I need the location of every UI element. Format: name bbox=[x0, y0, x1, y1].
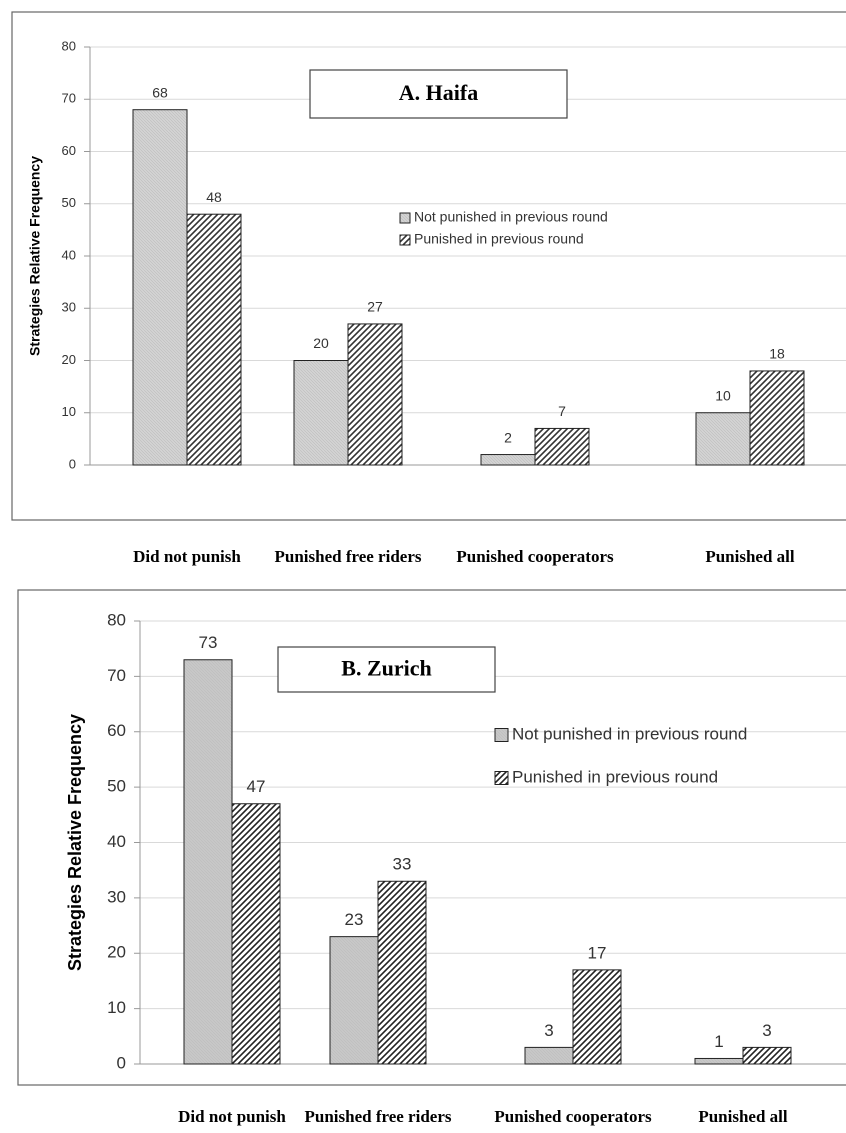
title-box bbox=[277, 646, 496, 693]
value-label: 48 bbox=[206, 189, 222, 205]
bar bbox=[186, 213, 242, 466]
value-label: 7 bbox=[558, 403, 566, 419]
y-tick-label: 40 bbox=[62, 247, 76, 262]
x-tick-label: Did not punish bbox=[178, 1107, 286, 1126]
legend-swatch bbox=[494, 771, 509, 785]
chart-frame bbox=[17, 589, 846, 1086]
bar bbox=[132, 109, 188, 466]
y-tick-label: 20 bbox=[107, 943, 126, 962]
bar bbox=[534, 427, 590, 466]
y-tick-label: 10 bbox=[107, 998, 126, 1017]
value-label: 47 bbox=[247, 777, 266, 796]
legend-swatch bbox=[399, 234, 411, 246]
y-tick-label: 80 bbox=[107, 610, 126, 629]
y-tick-label: 80 bbox=[62, 38, 76, 53]
y-axis-label: Strategies Relative Frequency bbox=[65, 714, 85, 971]
y-tick-label: 30 bbox=[62, 300, 76, 315]
legend-label: Not punished in previous round bbox=[414, 209, 608, 225]
value-label: 33 bbox=[393, 855, 412, 874]
value-label: 1 bbox=[714, 1032, 723, 1051]
value-label: 73 bbox=[199, 633, 218, 652]
value-label: 68 bbox=[152, 84, 168, 100]
bar bbox=[572, 969, 622, 1065]
bar bbox=[480, 454, 536, 466]
value-label: 10 bbox=[715, 387, 731, 403]
value-label: 3 bbox=[762, 1021, 771, 1040]
bar bbox=[694, 1057, 744, 1065]
x-tick-label: Punished cooperators bbox=[456, 547, 614, 566]
x-tick-label: Punished free riders bbox=[274, 547, 421, 566]
legend-swatch bbox=[399, 212, 411, 224]
value-label: 2 bbox=[504, 429, 512, 445]
y-axis-label: Strategies Relative Frequency bbox=[27, 156, 43, 356]
y-tick-label: 50 bbox=[107, 777, 126, 796]
value-label: 23 bbox=[345, 910, 364, 929]
chart-title: B. Zurich bbox=[341, 656, 431, 681]
bar bbox=[329, 936, 379, 1065]
title-box bbox=[309, 69, 568, 119]
legend-label: Not punished in previous round bbox=[512, 724, 747, 743]
bar bbox=[293, 360, 349, 466]
y-tick-label: 20 bbox=[62, 352, 76, 367]
bar bbox=[347, 323, 403, 466]
chart-frame bbox=[11, 11, 846, 521]
x-tick-label: Did not punish bbox=[133, 547, 241, 566]
y-tick-label: 70 bbox=[62, 91, 76, 106]
x-tick-label: Punished free riders bbox=[304, 1107, 451, 1126]
bar bbox=[524, 1046, 574, 1065]
legend-label: Punished in previous round bbox=[512, 767, 718, 786]
bar bbox=[749, 370, 805, 466]
y-tick-label: 0 bbox=[69, 456, 76, 471]
value-label: 18 bbox=[769, 346, 785, 362]
x-tick-label: Punished cooperators bbox=[494, 1107, 652, 1126]
x-tick-label: Punished all bbox=[698, 1107, 788, 1126]
legend-label: Punished in previous round bbox=[414, 231, 584, 247]
y-tick-label: 30 bbox=[107, 887, 126, 906]
y-tick-label: 40 bbox=[107, 832, 126, 851]
y-tick-label: 50 bbox=[62, 195, 76, 210]
value-label: 3 bbox=[544, 1021, 553, 1040]
y-tick-label: 70 bbox=[107, 666, 126, 685]
x-tick-label: Punished all bbox=[705, 547, 795, 566]
value-label: 20 bbox=[313, 335, 329, 351]
y-tick-label: 60 bbox=[62, 143, 76, 158]
bar bbox=[742, 1046, 792, 1065]
y-tick-label: 10 bbox=[62, 404, 76, 419]
bar bbox=[377, 880, 427, 1065]
chart-title: A. Haifa bbox=[399, 80, 478, 105]
legend-swatch bbox=[494, 728, 509, 742]
bar bbox=[231, 803, 281, 1065]
value-label: 27 bbox=[367, 299, 383, 315]
y-tick-label: 0 bbox=[117, 1053, 126, 1072]
bar bbox=[183, 659, 233, 1065]
bar bbox=[695, 412, 751, 466]
y-tick-label: 60 bbox=[107, 721, 126, 740]
value-label: 17 bbox=[588, 943, 607, 962]
